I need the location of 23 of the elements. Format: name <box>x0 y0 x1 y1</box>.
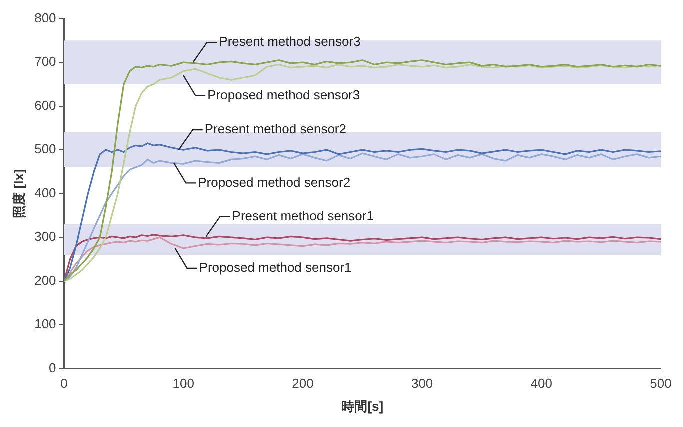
x-tick-label: 200 <box>292 376 314 392</box>
y-tick-label: 300 <box>34 229 56 244</box>
annotation: Proposed method sensor3 <box>208 87 360 102</box>
x-tick-label: 400 <box>530 376 553 392</box>
annotation: Present method sensor3 <box>219 34 361 50</box>
y-tick-label: 700 <box>34 54 56 70</box>
annotation: Proposed method sensor2 <box>198 174 351 190</box>
x-axis-title: 時間[s] <box>342 398 384 414</box>
y-tick-label: 600 <box>34 98 56 113</box>
y-tick-label: 0 <box>49 360 56 376</box>
annotation: Proposed method sensor1 <box>199 260 352 276</box>
x-tick-label: 0 <box>60 376 68 392</box>
y-tick-label: 500 <box>34 142 56 157</box>
y-tick-label: 100 <box>34 316 56 332</box>
y-tick-label: 400 <box>34 185 56 200</box>
annotation: Present method sensor2 <box>204 122 346 137</box>
x-tick-label: 500 <box>650 376 672 392</box>
y-tick-label: 800 <box>34 10 56 26</box>
x-tick-label: 100 <box>172 376 194 392</box>
annotation: Present method sensor1 <box>232 208 374 224</box>
x-tick-label: 300 <box>411 376 434 392</box>
y-axis-title: 照度 [lx] <box>11 169 26 218</box>
y-tick-label: 200 <box>34 272 56 288</box>
